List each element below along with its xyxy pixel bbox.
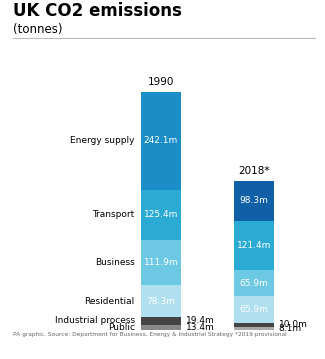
Text: 65.9m: 65.9m (240, 279, 268, 288)
Text: 98.3m: 98.3m (240, 196, 268, 205)
Text: (tonnes): (tonnes) (13, 23, 62, 36)
Text: PA graphic. Source: Department for Business, Energy & Industrial Strategy *2019 : PA graphic. Source: Department for Busin… (13, 332, 287, 337)
Text: 65.9m: 65.9m (240, 305, 268, 314)
Text: 19.4m: 19.4m (186, 316, 214, 326)
Text: 125.4m: 125.4m (144, 210, 178, 219)
Text: 111.9m: 111.9m (144, 258, 178, 267)
Text: 121.4m: 121.4m (237, 241, 271, 250)
Bar (234, 297, 274, 323)
Text: Residential: Residential (84, 297, 135, 306)
Text: 242.1m: 242.1m (144, 136, 178, 145)
Text: 1990: 1990 (148, 77, 174, 87)
Bar (234, 221, 274, 270)
Text: 10.0m: 10.0m (279, 321, 307, 330)
Bar (141, 92, 181, 190)
Text: 2018*: 2018* (238, 166, 269, 176)
Text: Transport: Transport (92, 210, 135, 219)
Text: 8.1m: 8.1m (279, 324, 302, 333)
Text: Business: Business (95, 258, 135, 267)
Bar (234, 323, 274, 327)
Text: UK CO2 emissions: UK CO2 emissions (13, 2, 182, 20)
Text: Energy supply: Energy supply (70, 136, 135, 145)
Text: Industrial process: Industrial process (55, 316, 135, 326)
Text: 78.3m: 78.3m (147, 297, 176, 306)
Text: Public: Public (108, 323, 135, 332)
Text: 13.4m: 13.4m (186, 323, 214, 332)
Bar (234, 181, 274, 221)
Bar (234, 270, 274, 297)
Bar (141, 325, 181, 330)
Bar (141, 285, 181, 317)
Bar (234, 327, 274, 330)
Bar (141, 240, 181, 285)
Bar (141, 190, 181, 240)
Bar (141, 317, 181, 325)
